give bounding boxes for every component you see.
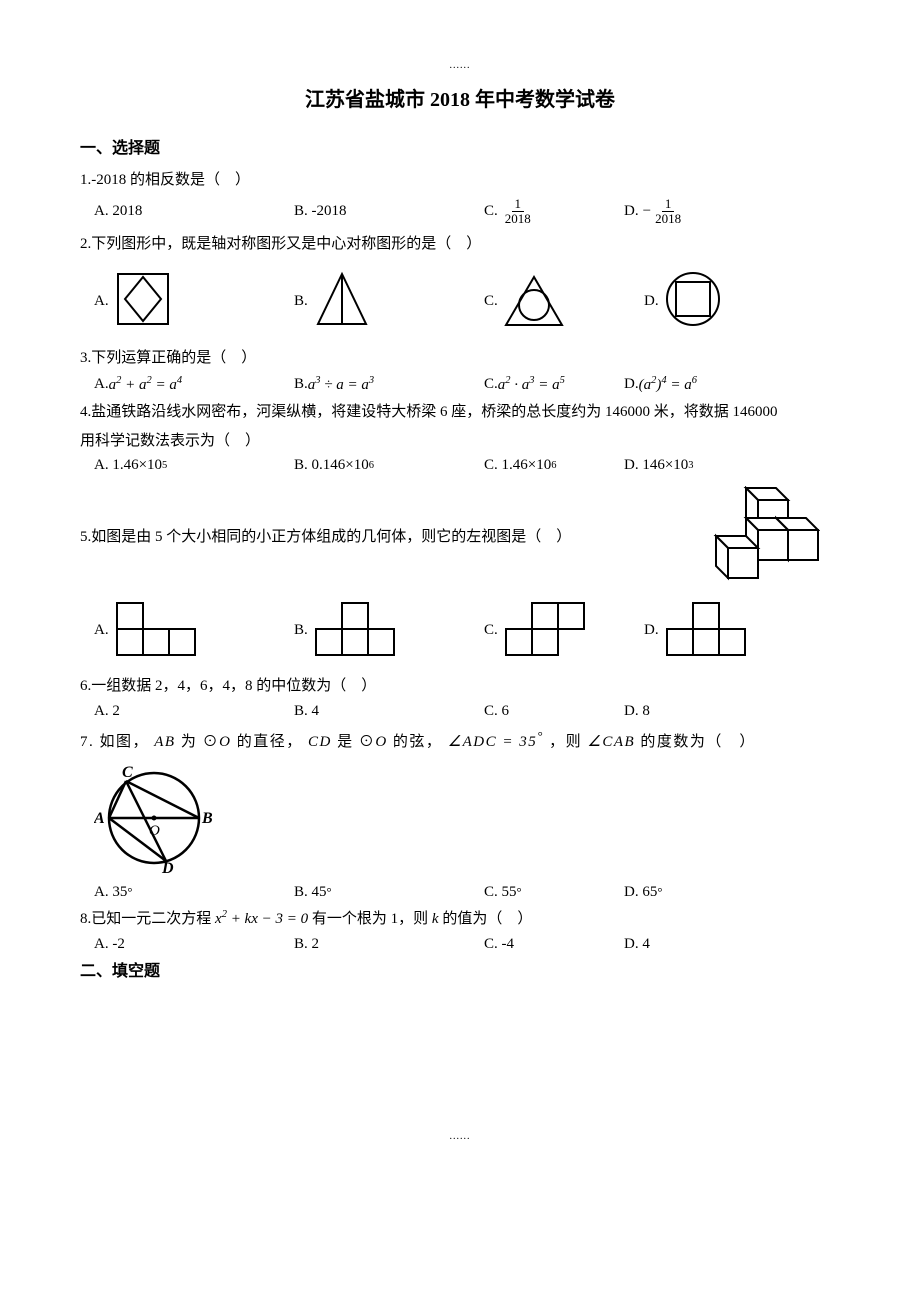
q2-opt-d: D. <box>644 269 840 334</box>
svg-text:B: B <box>201 810 213 827</box>
q1-opt-b: B. -2018 <box>294 203 484 220</box>
dots-bottom: ...... <box>80 1131 840 1142</box>
q1-options: A. 2018 B. -2018 C. 1 2018 D. − 1 2018 <box>80 197 840 225</box>
q7-opt-d: D. 65° <box>624 884 840 901</box>
minus-sign: − <box>643 203 651 220</box>
q3-opt-a: A. a2 + a2 = a4 <box>94 375 294 394</box>
q8-opt-b: B. 2 <box>294 936 484 953</box>
q8-opt-d: D. 4 <box>624 936 840 953</box>
shape-a-icon <box>113 269 173 334</box>
q3-opt-c: C. a2 · a3 = a5 <box>484 375 624 394</box>
q4-line1: 4.盐通铁路沿线水网密布，河渠纵横，将建设特大桥梁 6 座，桥梁的总长度约为 1… <box>80 398 840 427</box>
q5-options: A. B. <box>80 599 840 662</box>
q8-text: 8.已知一元二次方程 x2 + kx − 3 = 0 有一个根为 1，则 k 的… <box>80 905 840 934</box>
segment-ab: AB <box>154 734 175 750</box>
q6-opt-b: B. 4 <box>294 703 484 720</box>
q1-text: 1.-2018 的相反数是（ ） <box>80 166 840 195</box>
math-expr: a2 + a2 = a4 <box>109 375 183 394</box>
var-k: k <box>432 911 439 927</box>
q8-options: A. -2 B. 2 C. -4 D. 4 <box>80 936 840 953</box>
q7-opt-a: A. 35° <box>94 884 294 901</box>
segment-cd: CD <box>308 734 332 750</box>
q4-opt-b: B. 0.146×106 <box>294 457 484 474</box>
dots-top: ...... <box>80 60 840 71</box>
q3-options: A. a2 + a2 = a4 B. a3 ÷ a = a3 C. a2 · a… <box>80 375 840 394</box>
quadratic-eq: x2 + kx − 3 = 0 <box>215 911 308 927</box>
circle-diagram-icon: C A B D O <box>94 763 840 878</box>
q6-opt-a: A. 2 <box>94 703 294 720</box>
q8-opt-a: A. -2 <box>94 936 294 953</box>
shape-c-icon <box>502 269 566 334</box>
q1-c-label: C. <box>484 203 498 220</box>
svg-text:D: D <box>161 860 174 873</box>
q3-opt-d: D. (a2)4 = a6 <box>624 375 840 394</box>
q2-text: 2.下列图形中，既是轴对称图形又是中心对称图形的是（ ） <box>80 230 840 259</box>
exam-title: 江苏省盐城市 2018 年中考数学试卷 <box>80 83 840 112</box>
view-c-icon <box>502 599 592 662</box>
view-d-icon <box>663 599 753 662</box>
math-expr: a3 ÷ a = a3 <box>308 375 374 394</box>
q4-opt-a: A. 1.46×105 <box>94 457 294 474</box>
q2-opt-c: C. <box>484 269 644 334</box>
section-1-header: 一、选择题 <box>80 134 840 158</box>
q5-opt-d: D. <box>644 599 840 662</box>
q5-opt-a: A. <box>94 599 294 662</box>
shape-b-icon <box>312 269 372 334</box>
q2-options: A. B. C. <box>80 269 840 334</box>
q1-opt-a: A. 2018 <box>94 203 294 220</box>
svg-text:A: A <box>94 810 105 827</box>
q5-opt-b: B. <box>294 599 484 662</box>
q5-opt-c: C. <box>484 599 644 662</box>
q1-opt-d: D. − 1 2018 <box>624 197 840 225</box>
svg-text:O: O <box>149 823 160 839</box>
q5-text: 5.如图是由 5 个大小相同的小正方体组成的几何体，则它的左视图是（ ） <box>80 523 690 552</box>
q2-opt-b: B. <box>294 269 484 334</box>
section-2-header: 二、填空题 <box>80 957 840 981</box>
q1-d-label: D. <box>624 203 639 220</box>
q4-opt-c: C. 1.46×106 <box>484 457 624 474</box>
q6-options: A. 2 B. 4 C. 6 D. 8 <box>80 703 840 720</box>
q4-line2: 用科学记数法表示为（ ） <box>80 427 840 456</box>
svg-text:C: C <box>122 764 133 781</box>
q7-opt-b: B. 45° <box>294 884 484 901</box>
q7-opt-c: C. 55° <box>484 884 624 901</box>
view-a-icon <box>113 599 203 662</box>
q7-options: A. 35° B. 45° C. 55° D. 65° <box>80 884 840 901</box>
q6-opt-d: D. 8 <box>624 703 840 720</box>
q6-text: 6.一组数据 2，4，6，4，8 的中位数为（ ） <box>80 672 840 701</box>
angle-adc: ∠ADC = 35° <box>448 734 544 750</box>
q8-opt-c: C. -4 <box>484 936 624 953</box>
fraction-icon: 1 2018 <box>502 197 534 225</box>
q2-opt-a: A. <box>94 269 294 334</box>
q4-opt-d: D. 146×103 <box>624 457 840 474</box>
shape-d-icon <box>663 269 723 334</box>
fraction-icon: 1 2018 <box>652 197 684 225</box>
q3-opt-b: B. a3 ÷ a = a3 <box>294 375 484 394</box>
q4-options: A. 1.46×105 B. 0.146×106 C. 1.46×106 D. … <box>80 457 840 474</box>
q3-text: 3.下列运算正确的是（ ） <box>80 344 840 373</box>
math-expr: a2 · a3 = a5 <box>498 375 565 394</box>
q5-row: 5.如图是由 5 个大小相同的小正方体组成的几何体，则它的左视图是（ ） <box>80 486 840 591</box>
angle-cab: ∠CAB <box>587 734 635 750</box>
view-b-icon <box>312 599 402 662</box>
q7-text: 7. 如图， AB 为 ⊙O 的直径， CD 是 ⊙O 的弦， ∠ADC = 3… <box>80 724 840 757</box>
cubes-3d-icon <box>700 486 820 591</box>
q6-opt-c: C. 6 <box>484 703 624 720</box>
q1-opt-c: C. 1 2018 <box>484 197 624 225</box>
math-expr: (a2)4 = a6 <box>639 375 697 394</box>
